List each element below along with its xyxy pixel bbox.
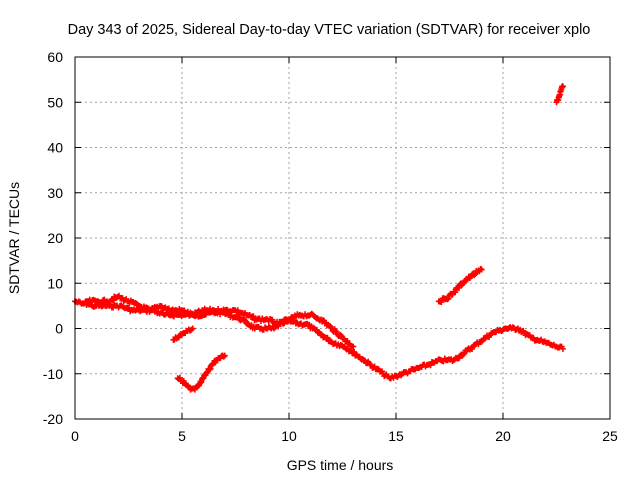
trace-mark [250, 313, 257, 320]
series-dip-segment [174, 352, 228, 393]
x-tick-label: 15 [388, 428, 404, 444]
trace-mark [110, 297, 117, 304]
y-tick-label: 50 [47, 94, 63, 110]
chart-title: Day 343 of 2025, Sidereal Day-to-day VTE… [68, 22, 591, 38]
trace-mark [280, 320, 287, 327]
trace-mark [351, 348, 358, 355]
x-tick-label: 25 [602, 428, 618, 444]
y-tick-label: 60 [47, 49, 63, 65]
trace-mark [220, 353, 227, 360]
trace-mark [459, 281, 466, 288]
data-point [221, 352, 228, 359]
axis-ticks: 0 5 10 15 20 25 -20 -10 0 10 20 30 40 50 60 [43, 49, 618, 444]
trace-mark [452, 289, 459, 296]
y-tick-label: -20 [43, 411, 63, 427]
data-point [559, 83, 566, 90]
y-tick-label: 40 [47, 140, 63, 156]
trace-mark [269, 316, 276, 323]
data-point [189, 325, 196, 332]
series-outlier-segment [553, 83, 566, 106]
x-tick-label: 5 [178, 428, 186, 444]
y-tick-label: 20 [47, 230, 63, 246]
y-tick-label: 10 [47, 275, 63, 291]
trace-mark [332, 328, 339, 335]
data-point [478, 266, 485, 273]
grid [75, 57, 610, 419]
series-rising-segment [435, 265, 485, 306]
x-tick-label: 0 [71, 428, 79, 444]
x-axis-label: GPS time / hours [287, 457, 394, 473]
x-tick-label: 10 [281, 428, 297, 444]
trace-mark [445, 295, 452, 302]
y-tick-label: 0 [55, 321, 63, 337]
y-tick-label: 30 [47, 185, 63, 201]
trace-mark [478, 338, 485, 345]
series-branch-segment [170, 325, 196, 343]
series-main-trace [72, 298, 566, 382]
x-tick-label: 20 [495, 428, 511, 444]
y-axis-label: SDTVAR / TECUs [6, 182, 22, 294]
trace-mark [324, 334, 331, 341]
data-layer [72, 83, 566, 393]
data-point [559, 345, 566, 352]
trace-mark [481, 335, 488, 342]
y-tick-label: -10 [43, 366, 63, 382]
series-upper-band [82, 292, 357, 350]
data-point [350, 343, 357, 350]
trace-mark [438, 299, 445, 306]
